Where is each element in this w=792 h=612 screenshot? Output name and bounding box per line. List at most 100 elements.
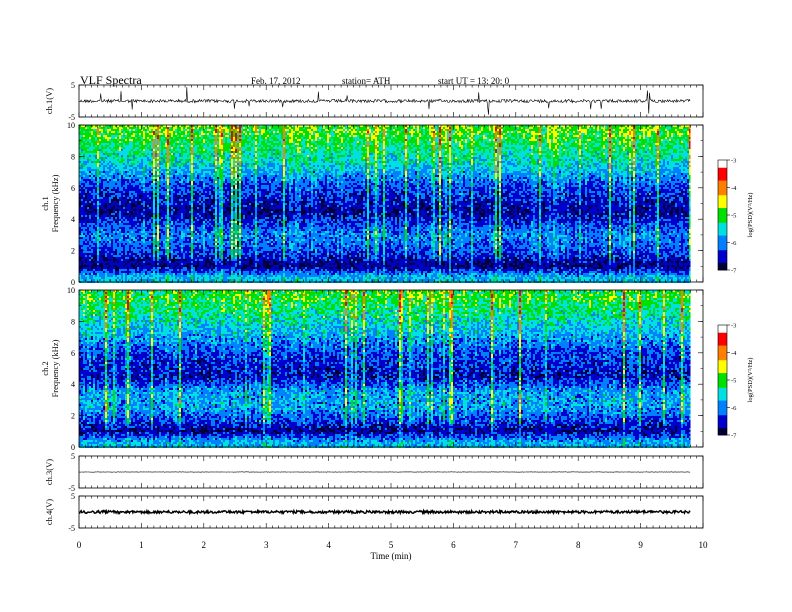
colorbar-swatch: [718, 370, 727, 374]
colorbar-swatch: [718, 222, 727, 225]
colorbar-swatch: [718, 224, 727, 227]
colorbar-swatch: [718, 165, 727, 168]
colorbar-swatch: [718, 216, 727, 220]
ch1-colorbar: -3 -4 -5 -6 -7 log(PSD)(V²/Hz): [717, 158, 754, 275]
colorbar-swatch: [718, 180, 727, 183]
colorbar-swatch: [718, 358, 727, 361]
colorbar-swatch: [718, 226, 727, 229]
colorbar-swatch: [718, 161, 727, 165]
colorbar-swatch: [718, 400, 727, 403]
station-label: station= ATH: [342, 76, 390, 86]
y-tick-label: 10: [67, 286, 75, 295]
y-tick-label: 6: [71, 349, 75, 358]
waveform-trace: [78, 87, 691, 115]
colorbar-swatch: [718, 354, 727, 357]
colorbar-swatch: [718, 332, 727, 335]
y-tick-label: 5: [71, 492, 75, 501]
colorbar-swatch: [718, 182, 727, 185]
colorbar-swatch: [718, 198, 727, 201]
colorbar-swatch: [718, 380, 727, 383]
colorbar-tick-label: -4: [731, 185, 737, 192]
colorbar-swatch: [718, 424, 727, 427]
colorbar-swatch: [718, 374, 727, 377]
colorbar-swatch: [718, 325, 727, 328]
x-tick-label: 9: [638, 540, 643, 550]
colorbar-swatch: [718, 233, 727, 236]
colorbar-swatch: [718, 171, 727, 174]
colorbar-swatch: [718, 345, 727, 348]
x-tick-label: 7: [514, 540, 519, 550]
x-tick-label: 10: [699, 540, 709, 550]
colorbar-swatch: [718, 242, 727, 245]
y-tick-label: 8: [71, 317, 75, 326]
colorbar-swatch: [718, 191, 727, 194]
colorbar-swatch: [718, 264, 727, 267]
x-tick-label: 3: [264, 540, 269, 550]
colorbar-swatch: [718, 240, 727, 243]
colorbar-swatch: [718, 414, 727, 418]
colorbar-swatch: [718, 391, 727, 394]
y-axis-label: ch.2: [40, 361, 50, 375]
colorbar-swatch: [718, 204, 727, 207]
colorbar-tick-label: -6: [731, 405, 737, 412]
colorbar-swatch: [718, 163, 727, 166]
colorbar-swatch: [718, 187, 727, 190]
colorbar-swatch: [718, 248, 727, 251]
y-tick-label: 4: [71, 380, 75, 389]
x-tick-label: 4: [326, 540, 331, 550]
colorbar-swatch: [718, 235, 727, 238]
colorbar-swatch: [718, 174, 727, 177]
colorbar-swatch: [718, 383, 727, 386]
colorbar-tick-label: -4: [731, 350, 737, 357]
time-axis: 0 1 2 3 4 5 6 7 8 9 10 Time (min): [77, 540, 708, 561]
y-tick-label: -5: [68, 524, 75, 533]
colorbar-swatch: [718, 394, 727, 397]
y-tick-label: -5: [68, 113, 75, 122]
colorbar-swatch: [718, 431, 727, 434]
colorbar-swatch: [718, 367, 727, 370]
colorbar-swatch: [718, 385, 727, 388]
colorbar-swatch: [718, 403, 727, 407]
colorbar-swatch: [718, 268, 727, 271]
colorbar-label: log(PSD)(V²/Hz): [747, 193, 754, 238]
x-tick-label: 0: [77, 540, 82, 550]
ch1-spectrogram-panel: 10 8 6 4 2 0 ch.1 Frequency (kHz): [40, 121, 704, 287]
colorbar-swatch: [718, 172, 727, 176]
colorbar-swatch: [718, 220, 727, 223]
colorbar-swatch: [718, 328, 727, 331]
colorbar-swatch: [718, 231, 727, 234]
colorbar-swatch: [718, 189, 727, 192]
colorbar-swatch: [718, 429, 727, 432]
spectrogram-image: [79, 290, 691, 448]
date-label: Feb. 17, 2012: [251, 76, 301, 86]
y-tick-label: 0: [71, 278, 75, 287]
colorbar-swatch: [718, 238, 727, 242]
colorbar-swatch: [718, 260, 727, 264]
colorbar-swatch: [718, 369, 727, 372]
colorbar-swatch: [718, 255, 727, 258]
colorbar-swatch: [718, 193, 727, 196]
colorbar-swatch: [718, 207, 727, 210]
x-tick-label: 2: [202, 540, 207, 550]
colorbar-swatch: [718, 253, 727, 256]
colorbar-swatch: [718, 266, 727, 269]
colorbar-swatch: [718, 209, 727, 212]
y-axis-label: ch.4(V): [44, 499, 54, 525]
colorbar-swatch: [718, 392, 727, 396]
colorbar-swatch: [718, 407, 727, 410]
colorbar-swatch: [718, 246, 727, 249]
colorbar-swatch: [718, 350, 727, 353]
colorbar-swatch: [718, 339, 727, 342]
colorbar-swatch: [718, 418, 727, 421]
colorbar-swatch: [718, 389, 727, 392]
x-axis-label: Time (min): [371, 551, 412, 561]
colorbar-swatch: [718, 178, 727, 181]
ch4-waveform-panel: 5 -5 ch.4(V): [44, 492, 704, 533]
colorbar-swatch: [718, 185, 727, 188]
colorbar-swatch: [718, 343, 727, 346]
colorbar-swatch: [718, 257, 727, 260]
colorbar-swatch: [718, 211, 727, 214]
colorbar-tick-label: -7: [731, 433, 737, 440]
y-axis-label: ch.3(V): [44, 459, 54, 485]
